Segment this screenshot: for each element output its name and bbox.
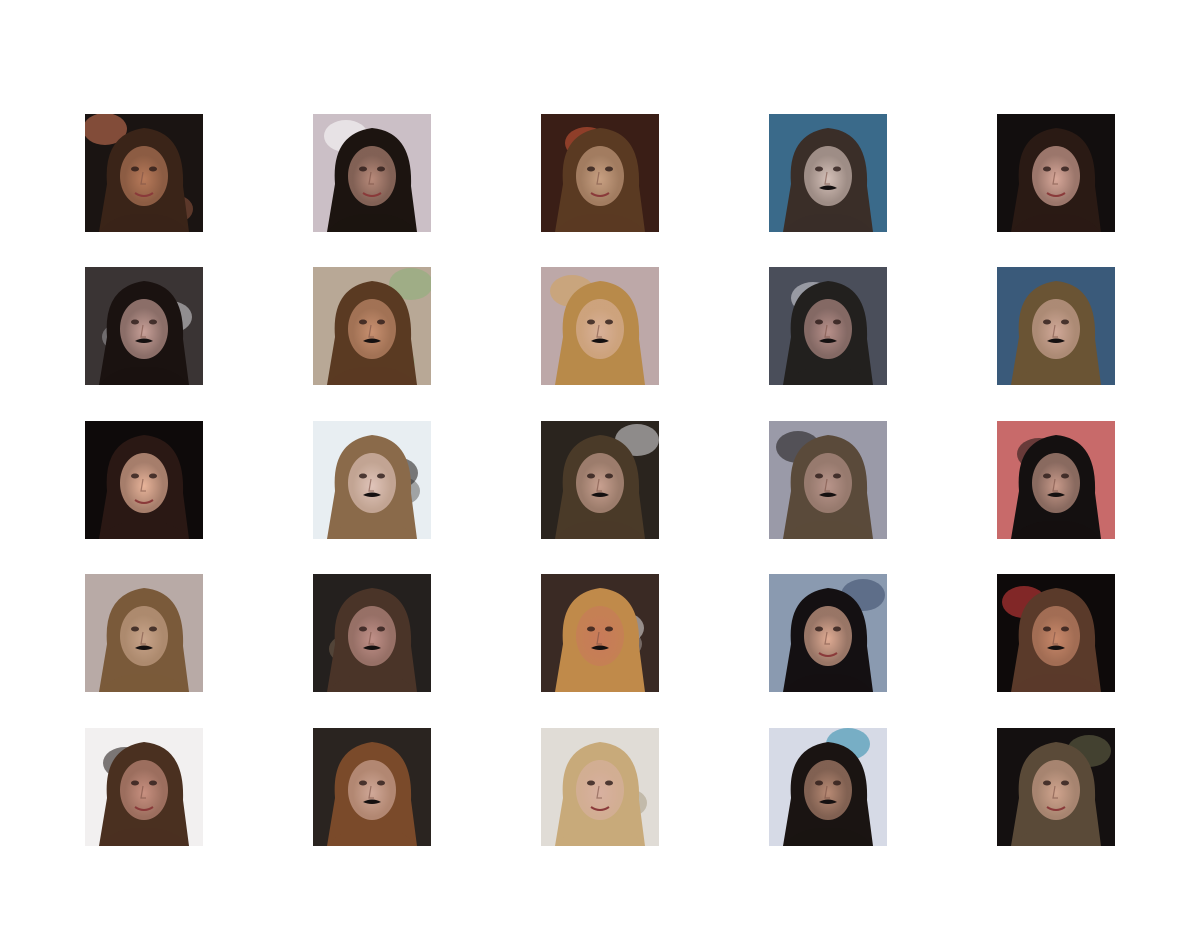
face-sample-r3-c3 (541, 421, 659, 539)
face-sample-r4-c5 (997, 574, 1115, 692)
face-sample-r5-c2 (313, 728, 431, 846)
face-sample-r1-c4 (769, 114, 887, 232)
face-sample-r5-c3 (541, 728, 659, 846)
face-sample-r2-c3 (541, 267, 659, 385)
face-sample-r4-c3 (541, 574, 659, 692)
face-sample-r1-c2 (313, 114, 431, 232)
face-sample-r4-c4 (769, 574, 887, 692)
face-sample-r2-c2 (313, 267, 431, 385)
face-sample-r2-c1 (85, 267, 203, 385)
face-sample-r1-c5 (997, 114, 1115, 232)
face-sample-r2-c5 (997, 267, 1115, 385)
face-sample-r5-c4 (769, 728, 887, 846)
face-sample-r5-c1 (85, 728, 203, 846)
face-sample-r3-c2 (313, 421, 431, 539)
face-sample-r3-c1 (85, 421, 203, 539)
face-sample-r3-c5 (997, 421, 1115, 539)
face-sample-r4-c2 (313, 574, 431, 692)
face-sample-r3-c4 (769, 421, 887, 539)
face-sample-r5-c5 (997, 728, 1115, 846)
face-sample-r1-c3 (541, 114, 659, 232)
face-sample-r2-c4 (769, 267, 887, 385)
face-sample-r4-c1 (85, 574, 203, 692)
face-sample-r1-c1 (85, 114, 203, 232)
